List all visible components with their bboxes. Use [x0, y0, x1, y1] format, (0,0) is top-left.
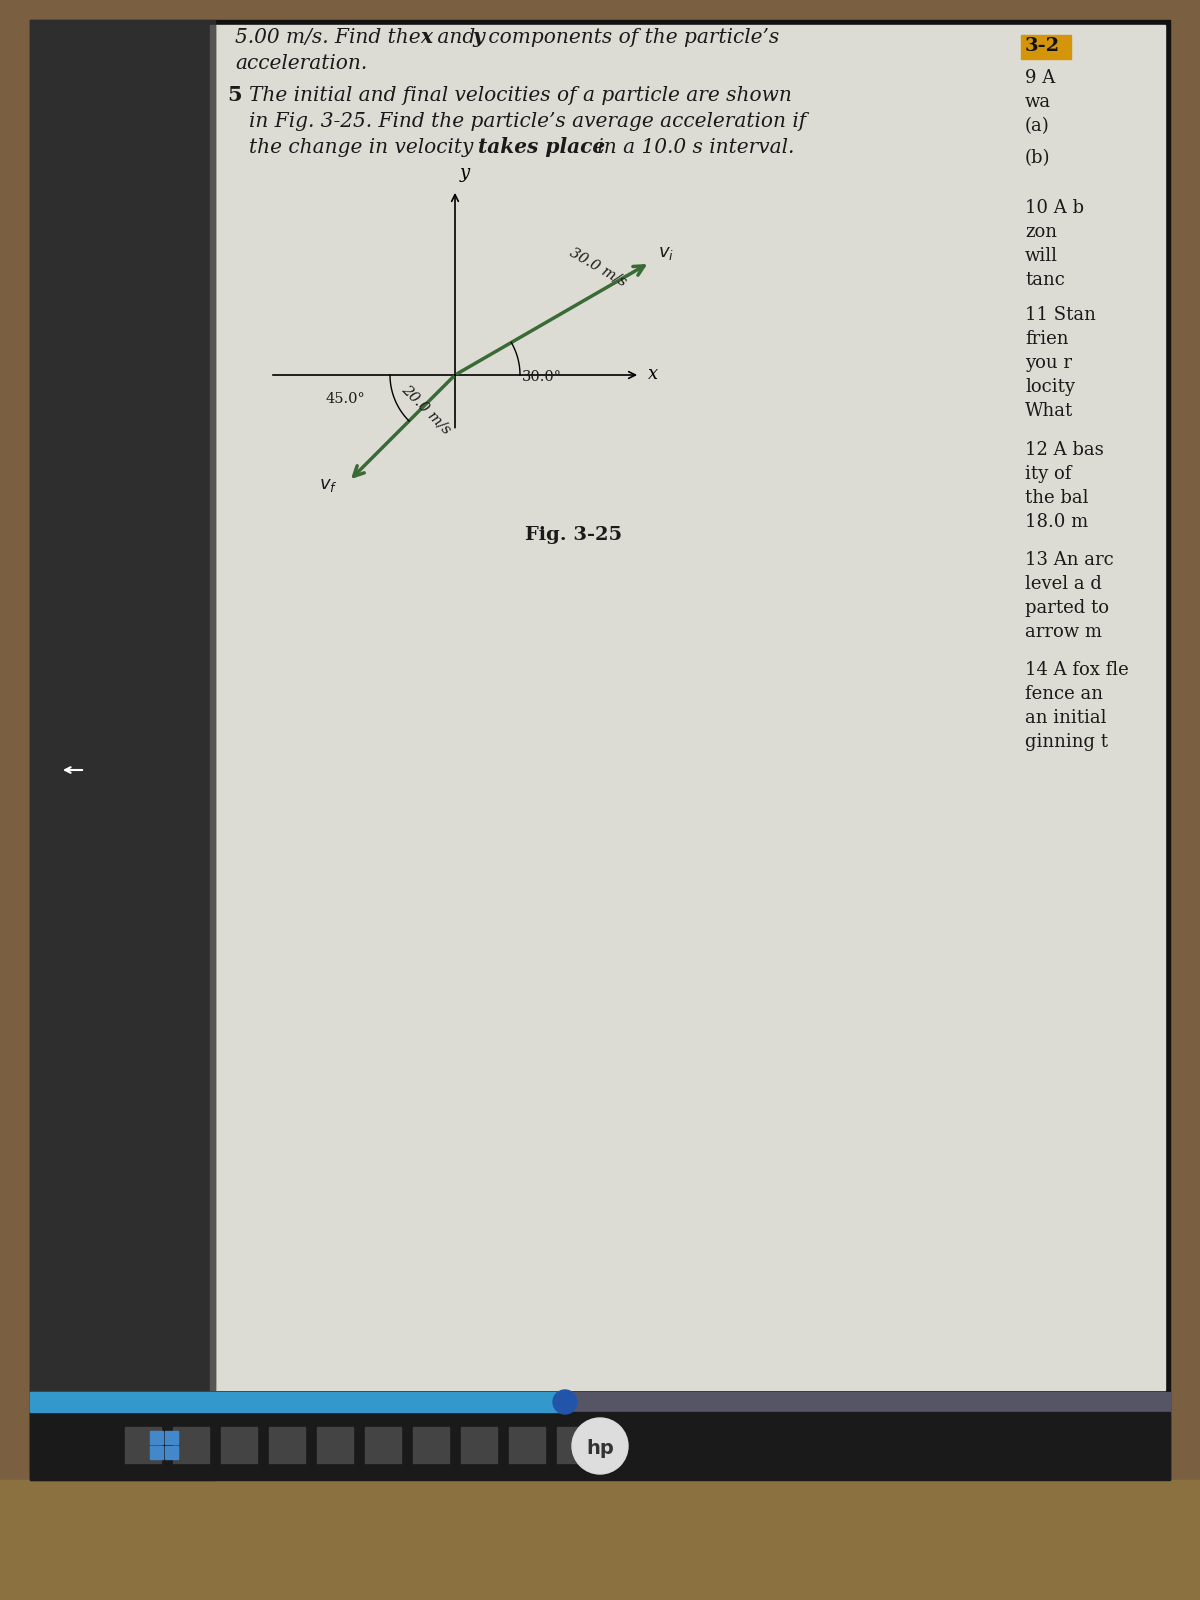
- Text: ity of: ity of: [1025, 466, 1072, 483]
- Text: 5: 5: [227, 85, 241, 106]
- Text: in Fig. 3-25. Find the particle’s average acceleration if: in Fig. 3-25. Find the particle’s averag…: [250, 112, 806, 131]
- Text: 11 Stan: 11 Stan: [1025, 306, 1096, 323]
- Text: 45.0°: 45.0°: [325, 392, 365, 406]
- Circle shape: [553, 1390, 577, 1414]
- Bar: [1021, 35, 1072, 59]
- Text: 13 An arc: 13 An arc: [1025, 550, 1114, 570]
- Text: y: y: [460, 165, 470, 182]
- Text: $v_i$: $v_i$: [658, 245, 674, 262]
- Text: x: x: [420, 27, 432, 46]
- Text: What: What: [1025, 402, 1073, 419]
- Text: the change in velocity: the change in velocity: [250, 138, 473, 157]
- Text: 12 A bas: 12 A bas: [1025, 442, 1104, 459]
- Text: components of the particle’s: components of the particle’s: [482, 27, 779, 46]
- Text: 10 A b: 10 A b: [1025, 198, 1084, 218]
- Text: (b): (b): [1025, 149, 1050, 166]
- Bar: [30, 1392, 565, 1411]
- Bar: [461, 1427, 497, 1462]
- Text: the bal: the bal: [1025, 490, 1088, 507]
- Bar: [317, 1427, 353, 1462]
- Text: wa: wa: [1025, 93, 1051, 110]
- Text: takes place: takes place: [470, 138, 605, 157]
- Text: you r: you r: [1025, 354, 1072, 371]
- Text: locity: locity: [1025, 378, 1075, 395]
- Bar: [0, 1480, 1200, 1600]
- Bar: [30, 1392, 1170, 1411]
- Bar: [365, 1427, 401, 1462]
- Bar: [269, 1427, 305, 1462]
- Text: The initial and final velocities of a particle are shown: The initial and final velocities of a pa…: [250, 86, 792, 106]
- Text: 5.00 m/s. Find the: 5.00 m/s. Find the: [235, 27, 427, 46]
- Text: y: y: [472, 27, 484, 46]
- Text: fence an: fence an: [1025, 685, 1103, 702]
- Circle shape: [572, 1418, 628, 1474]
- Text: 9 A: 9 A: [1025, 69, 1055, 86]
- Bar: [173, 1427, 209, 1462]
- Text: and: and: [431, 27, 481, 46]
- Text: 18.0 m: 18.0 m: [1025, 514, 1088, 531]
- Bar: [125, 1427, 161, 1462]
- Bar: [221, 1427, 257, 1462]
- Text: Fig. 3-25: Fig. 3-25: [526, 526, 622, 544]
- Bar: [30, 19, 215, 1480]
- Bar: [509, 1427, 545, 1462]
- Text: an initial: an initial: [1025, 709, 1106, 726]
- Text: hp: hp: [586, 1438, 614, 1458]
- Bar: [166, 1430, 178, 1443]
- Text: tanc: tanc: [1025, 270, 1064, 290]
- Text: arrow m: arrow m: [1025, 622, 1102, 642]
- Text: 3-2: 3-2: [1025, 37, 1060, 54]
- Text: 14 A fox fle: 14 A fox fle: [1025, 661, 1129, 678]
- Text: x: x: [648, 365, 658, 382]
- Text: 30.0°: 30.0°: [522, 370, 562, 384]
- Text: will: will: [1025, 246, 1058, 266]
- Bar: [215, 26, 1165, 1390]
- Bar: [210, 26, 215, 1390]
- Text: parted to: parted to: [1025, 598, 1109, 618]
- Text: in a 10.0 s interval.: in a 10.0 s interval.: [592, 138, 794, 157]
- Text: (a): (a): [1025, 117, 1050, 134]
- Bar: [30, 1411, 1170, 1480]
- Text: zon: zon: [1025, 222, 1057, 242]
- Bar: [150, 1446, 163, 1459]
- Text: frien: frien: [1025, 330, 1068, 349]
- Text: 30.0 m/s: 30.0 m/s: [566, 245, 629, 288]
- Bar: [413, 1427, 449, 1462]
- Text: $v_f$: $v_f$: [319, 477, 337, 494]
- Text: acceleration.: acceleration.: [235, 54, 367, 74]
- Bar: [166, 1446, 178, 1459]
- Text: 20.0 m/s: 20.0 m/s: [400, 382, 454, 437]
- Bar: [150, 1430, 163, 1443]
- Text: ginning t: ginning t: [1025, 733, 1108, 750]
- Bar: [557, 1427, 593, 1462]
- Text: level a d: level a d: [1025, 574, 1102, 594]
